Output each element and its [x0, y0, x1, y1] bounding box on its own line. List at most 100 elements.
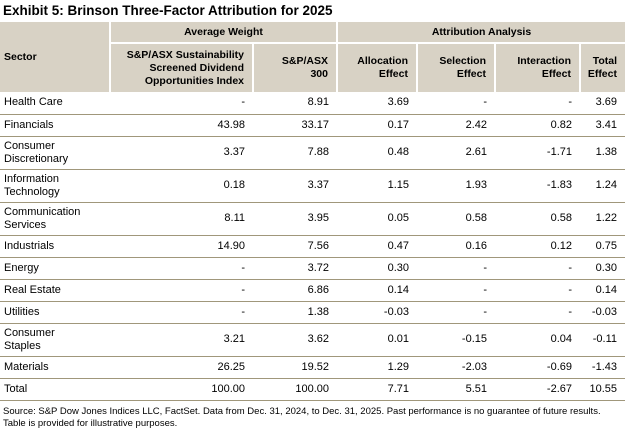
column-header-label: Interaction Effect	[517, 55, 571, 80]
value-cell: 0.01	[337, 323, 417, 357]
table-row: Health Care -8.91 3.69- -3.69	[0, 92, 625, 115]
table-row: Real Estate -6.86 0.14- -0.14	[0, 279, 625, 302]
value-cell: 3.69	[580, 92, 625, 115]
value-cell: 0.58	[417, 202, 495, 236]
value-cell: 8.91	[253, 92, 337, 115]
value-cell: 6.86	[253, 279, 337, 302]
value-cell: 0.04	[495, 323, 580, 357]
value-cell: -	[417, 92, 495, 115]
sector-cell: Consumer Discretionary	[0, 136, 110, 170]
sector-label: Utilities	[4, 305, 40, 318]
value-cell: 3.37	[253, 169, 337, 203]
column-header-total-effect: Total Effect	[580, 43, 625, 92]
value-cell: 0.47	[337, 235, 417, 258]
source-note: Source: S&P Dow Jones Indices LLC, FactS…	[3, 405, 601, 429]
table-row: Communication Services 8.11 3.95 0.05 0.58 0.…	[0, 202, 625, 236]
value-cell: 3.41	[580, 114, 625, 137]
value-cell: 0.14	[337, 279, 417, 302]
value-cell: -	[417, 279, 495, 302]
column-header-spasx-300: S&P/ASX 300	[253, 43, 338, 92]
table-row: Consumer Staples 3.21 3.62 0.01 -0.15 0.04 -0.…	[0, 323, 625, 357]
sector-label: Financials	[4, 118, 54, 131]
value-cell: 33.17	[253, 114, 337, 137]
table-row: Financials 43.98 33.17 0.17 2.42 0.82 3.41	[0, 114, 625, 137]
value-cell: -	[495, 301, 580, 324]
sector-cell: Utilities	[0, 301, 110, 324]
sector-cell: Industrials	[0, 235, 110, 258]
value-cell: -	[495, 257, 580, 280]
value-cell: -	[110, 92, 253, 115]
value-cell: 1.38	[253, 301, 337, 324]
value-cell: 0.30	[337, 257, 417, 280]
sector-cell: Energy	[0, 257, 110, 280]
value-cell: 3.21	[110, 323, 253, 357]
table-row: Consumer Discretionary 3.37 7.88 0.48 2.61 -1…	[0, 136, 625, 170]
value-cell: -0.03	[337, 301, 417, 324]
value-cell: -	[495, 279, 580, 302]
table-row: Energy -3.72 0.30- -0.30	[0, 257, 625, 280]
column-header-label: Selection Effect	[439, 55, 486, 80]
attribution-table: Sector Average Weight Attribution Analys…	[0, 22, 625, 401]
value-cell: -	[417, 257, 495, 280]
group-header-row: Sector Average Weight Attribution Analys…	[0, 22, 625, 92]
value-cell: 0.17	[337, 114, 417, 137]
value-cell: 0.58	[495, 202, 580, 236]
value-cell: 0.30	[580, 257, 625, 280]
sector-label: Industrials	[4, 239, 55, 252]
value-cell: 0.14	[580, 279, 625, 302]
value-cell: -2.03	[417, 356, 495, 379]
sector-cell: Total	[0, 378, 110, 401]
column-header-label: Allocation Effect	[357, 55, 408, 80]
value-cell: 1.93	[417, 169, 495, 203]
value-cell: 14.90	[110, 235, 253, 258]
value-cell: -	[110, 257, 253, 280]
sector-cell: Materials	[0, 356, 110, 379]
value-cell: -1.43	[580, 356, 625, 379]
sector-label: Total	[4, 382, 28, 395]
value-cell: 0.12	[495, 235, 580, 258]
group-header-average-weight: Average Weight	[110, 22, 338, 44]
value-cell: -	[495, 92, 580, 115]
value-cell: -1.83	[495, 169, 580, 203]
sector-cell: Health Care	[0, 92, 110, 115]
group-header-attribution-analysis: Attribution Analysis	[337, 22, 625, 44]
value-cell: 1.15	[337, 169, 417, 203]
value-cell: 3.95	[253, 202, 337, 236]
sector-label: Consumer Discretionary	[4, 139, 69, 165]
table-row: Utilities -1.38 -0.03- - -0.03	[0, 301, 625, 324]
value-cell: 8.11	[110, 202, 253, 236]
column-header-allocation-effect: Allocation Effect	[337, 43, 418, 92]
sector-cell: Real Estate	[0, 279, 110, 302]
value-cell: -1.71	[495, 136, 580, 170]
value-cell: 3.62	[253, 323, 337, 357]
value-cell: -	[417, 301, 495, 324]
sector-label: Real Estate	[4, 283, 61, 296]
value-cell: 1.24	[580, 169, 625, 203]
sector-cell: Communication Services	[0, 202, 110, 236]
value-cell: 10.55	[580, 378, 625, 401]
value-cell: 3.69	[337, 92, 417, 115]
value-cell: 5.51	[417, 378, 495, 401]
column-header-label: S&P/ASX 300	[281, 55, 328, 80]
table-row: Industrials 14.90 7.56 0.47 0.16 0.12 0.75	[0, 235, 625, 258]
sector-label: Consumer Staples	[4, 326, 55, 352]
table-row: Total 100.00 100.00 7.71 5.51 -2.67 10.55	[0, 378, 625, 401]
value-cell: 26.25	[110, 356, 253, 379]
table-header: Sector Average Weight Attribution Analys…	[0, 22, 625, 92]
column-header-label: S&P/ASX Sustainability Screened Dividend…	[126, 48, 244, 87]
value-cell: 0.05	[337, 202, 417, 236]
value-cell: 7.56	[253, 235, 337, 258]
table-row: Information Technology 0.18 3.37 1.15 1.93 -1…	[0, 169, 625, 203]
value-cell: 0.16	[417, 235, 495, 258]
sector-label: Materials	[4, 360, 49, 373]
sector-label: Health Care	[4, 96, 63, 109]
exhibit-page: Exhibit 5: Brinson Three-Factor Attribut…	[0, 3, 625, 430]
value-cell: -	[110, 301, 253, 324]
column-header-label: Total Effect	[587, 55, 617, 80]
column-header-sustainability-index: S&P/ASX Sustainability Screened Dividend…	[110, 43, 254, 92]
exhibit-title: Exhibit 5: Brinson Three-Factor Attribut…	[3, 3, 333, 18]
value-cell: 100.00	[110, 378, 253, 401]
column-header-interaction-effect: Interaction Effect	[495, 43, 581, 92]
value-cell: 100.00	[253, 378, 337, 401]
value-cell: -0.03	[580, 301, 625, 324]
